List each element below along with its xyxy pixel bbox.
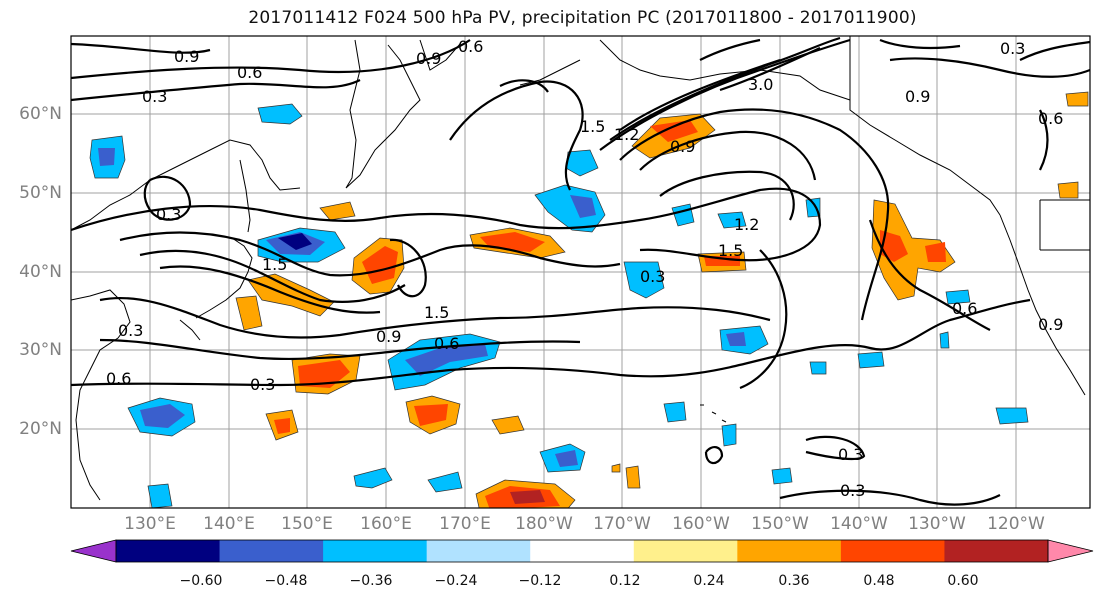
- colorbar-tick-label: −0.36: [349, 573, 393, 589]
- colorbar-swatch: [426, 540, 531, 562]
- precipitation-shading: [89, 91, 1089, 508]
- figure-title: 2017011412 F024 500 hPa PV, precipitatio…: [248, 8, 917, 28]
- contour-label: 0.3: [156, 205, 181, 224]
- contour-label: 1.2: [614, 125, 639, 144]
- lon-label: 150°E: [281, 514, 333, 534]
- colorbar-tick-label: −0.60: [179, 573, 223, 589]
- colorbar: [70, 539, 1094, 563]
- colorbar-tick-label: 0.36: [778, 573, 810, 589]
- colorbar-swatch: [530, 540, 635, 562]
- colorbar-tick-label: −0.12: [518, 573, 562, 589]
- colorbar-tick-label: 0.48: [863, 573, 895, 589]
- contour-label: 1.5: [262, 255, 287, 274]
- contour-label: 0.3: [640, 267, 665, 286]
- contour-label: 1.5: [424, 303, 449, 322]
- lon-label: 160°E: [360, 514, 412, 534]
- contour-label: 0.9: [174, 47, 199, 66]
- colorbar-swatch: [944, 540, 1049, 562]
- contour-label: 1.5: [580, 117, 605, 136]
- colorbar-swatch: [737, 540, 842, 562]
- colorbar-tick-label: −0.24: [434, 573, 478, 589]
- contour-label: 0.6: [952, 299, 977, 318]
- contour-label: 0.3: [118, 321, 143, 340]
- colorbar-extend-high: [1047, 539, 1094, 563]
- contour-label: 0.6: [458, 37, 483, 56]
- map-frame: [70, 35, 1091, 509]
- lat-label: 60°N: [19, 104, 62, 124]
- lon-label: 140°W: [830, 514, 888, 534]
- contour-label: 0.3: [142, 87, 167, 106]
- lon-label: 180°W: [515, 514, 573, 534]
- contour-label: 1.2: [734, 215, 759, 234]
- lat-label: 40°N: [19, 262, 62, 282]
- colorbar-extend-low: [70, 539, 117, 563]
- contour-label: 1.5: [718, 241, 743, 260]
- lon-label: 160°W: [672, 514, 730, 534]
- colorbar-tick-label: 0.24: [693, 573, 725, 589]
- contour-label: 0.9: [905, 87, 930, 106]
- colorbar-tick-label: 0.60: [947, 573, 979, 589]
- contour-label: 0.6: [237, 63, 262, 82]
- coastlines: [71, 36, 1090, 501]
- contour-label: 0.3: [838, 445, 863, 464]
- lon-label: 130°E: [124, 514, 176, 534]
- contour-label: 0.9: [416, 49, 441, 68]
- lon-label: 150°W: [751, 514, 809, 534]
- pv-contours: [71, 36, 1090, 506]
- lon-label: 120°W: [987, 514, 1045, 534]
- lon-label: 170°E: [439, 514, 491, 534]
- colorbar-frame: [115, 539, 1049, 563]
- colorbar-swatch: [219, 540, 324, 562]
- contour-label: 0.6: [434, 334, 459, 353]
- contour-label: 0.3: [250, 375, 275, 394]
- gridlines: [71, 36, 1090, 508]
- contour-label-group: 0.9 0.6 0.3 0.6 0.9 0.3 3.0 1.5 1.2 0.9 …: [106, 37, 1063, 500]
- contour-label: 0.9: [670, 137, 695, 156]
- lon-label: 170°W: [593, 514, 651, 534]
- colorbar-tick-label: −0.48: [264, 573, 308, 589]
- contour-label: 0.6: [106, 369, 131, 388]
- contour-label: 0.9: [376, 327, 401, 346]
- contour-label: 0.9: [1038, 315, 1063, 334]
- colorbar-tick-label: 0.12: [609, 573, 641, 589]
- contour-label: 3.0: [748, 75, 773, 94]
- colorbar-swatch: [633, 540, 738, 562]
- lat-label: 50°N: [19, 183, 62, 203]
- contour-label: 0.3: [840, 481, 865, 500]
- lat-label: 20°N: [19, 419, 62, 439]
- lon-label: 140°E: [203, 514, 255, 534]
- colorbar-swatch: [840, 540, 945, 562]
- lat-label: 30°N: [19, 340, 62, 360]
- contour-label: 0.3: [1000, 39, 1025, 58]
- colorbar-swatch: [323, 540, 428, 562]
- colorbar-swatch: [116, 540, 221, 562]
- contour-label: 0.6: [1038, 109, 1063, 128]
- lon-label: 130°W: [908, 514, 966, 534]
